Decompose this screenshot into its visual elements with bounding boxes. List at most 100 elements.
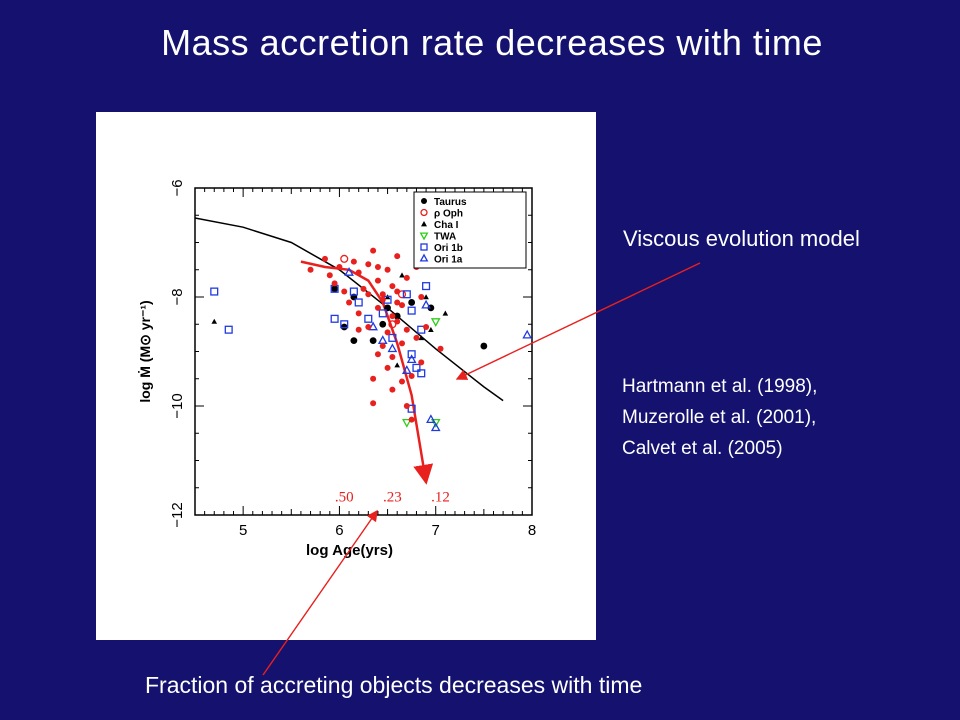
data-point — [437, 345, 444, 352]
data-point — [378, 309, 387, 318]
data-point — [418, 359, 425, 366]
data-point — [307, 266, 314, 273]
data-point — [224, 325, 233, 334]
data-point — [399, 340, 406, 347]
data-point — [388, 320, 397, 329]
data-point — [387, 343, 398, 353]
legend-box — [413, 191, 527, 269]
data-point — [430, 318, 441, 327]
y-tick-label: −8 — [169, 288, 186, 305]
x-tick-label: 8 — [528, 522, 536, 539]
fraction-value: .23 — [383, 489, 402, 505]
data-point — [408, 373, 415, 380]
viscous-model-label: Viscous evolution model — [623, 226, 860, 251]
data-point — [442, 310, 449, 316]
data-point — [374, 351, 381, 358]
data-point — [331, 280, 338, 287]
annotation-arrows — [262, 262, 701, 676]
legend-marker — [420, 208, 428, 217]
data-point — [394, 288, 401, 295]
y-tick-label: −12 — [169, 502, 186, 527]
reference-line: Muzerolle et al. (2001), — [622, 407, 817, 428]
legend-label: Ori 1b — [434, 243, 463, 254]
data-point — [423, 323, 430, 330]
data-point — [370, 247, 377, 254]
reference-line: Calvet et al. (2005) — [622, 438, 783, 459]
data-point — [389, 353, 396, 360]
data-point — [399, 378, 406, 385]
fraction-value: .12 — [431, 489, 450, 505]
data-point — [379, 291, 386, 298]
data-point — [350, 337, 358, 344]
x-tick-label: 5 — [239, 522, 247, 539]
data-point — [406, 354, 417, 364]
data-point — [340, 320, 349, 329]
legend-marker — [421, 221, 427, 227]
legend-label: ρ Oph — [434, 209, 463, 220]
data-point — [326, 272, 333, 279]
data-point — [364, 314, 373, 323]
data-point — [418, 294, 425, 300]
data-point — [417, 369, 426, 378]
data-point — [394, 253, 401, 260]
data-point — [365, 291, 372, 298]
data-point — [399, 302, 406, 309]
data-point — [393, 312, 401, 320]
data-point — [430, 418, 441, 428]
accretion-decline-curve — [300, 260, 434, 485]
data-point — [374, 304, 381, 311]
legend-label: Ori 1a — [434, 255, 463, 266]
data-point — [355, 310, 362, 317]
data-point — [368, 321, 378, 331]
fraction-label: Fraction of accreting objects decreases … — [145, 672, 643, 698]
data-point — [423, 294, 429, 300]
data-point — [349, 287, 358, 296]
data-point — [370, 400, 377, 407]
data-point — [360, 285, 367, 292]
data-point — [407, 306, 416, 315]
data-point — [344, 267, 354, 276]
data-point — [394, 318, 401, 325]
data-point — [401, 418, 412, 428]
data-point — [407, 350, 416, 359]
data-point — [211, 318, 218, 324]
data-point — [421, 299, 431, 309]
data-point — [384, 364, 391, 371]
data-point — [355, 269, 362, 276]
y-tick-label: −10 — [169, 393, 186, 418]
data-point — [340, 254, 349, 263]
reference-line: Hartmann et al. (1998), — [622, 376, 818, 397]
data-point — [403, 403, 410, 409]
data-point — [402, 290, 411, 299]
references: Hartmann et al. (1998), Muzerolle et al.… — [622, 371, 817, 464]
data-point — [480, 342, 488, 350]
data-point — [389, 283, 396, 290]
data-point — [350, 258, 357, 265]
data-point — [412, 363, 421, 372]
data-point — [428, 326, 434, 332]
data-point — [365, 261, 372, 268]
legend-marker — [420, 243, 428, 251]
data-point — [389, 386, 396, 393]
data-point — [426, 414, 436, 423]
data-point — [408, 299, 416, 306]
x-tick-label: 6 — [335, 522, 343, 539]
fraction-arrow — [262, 509, 378, 676]
data-point — [379, 320, 387, 328]
data-point — [417, 325, 426, 334]
y-tick-label: −6 — [169, 179, 186, 196]
data-point — [379, 343, 386, 350]
data-point — [355, 326, 362, 333]
data-point — [394, 299, 401, 306]
data-point — [408, 416, 415, 423]
data-point — [210, 287, 219, 296]
data-point — [340, 323, 348, 331]
legend-marker — [421, 198, 427, 204]
data-point — [388, 333, 397, 342]
data-point — [399, 272, 405, 278]
data-point — [369, 337, 377, 344]
viscous-model-arrow — [455, 262, 701, 380]
data-point — [418, 335, 425, 341]
